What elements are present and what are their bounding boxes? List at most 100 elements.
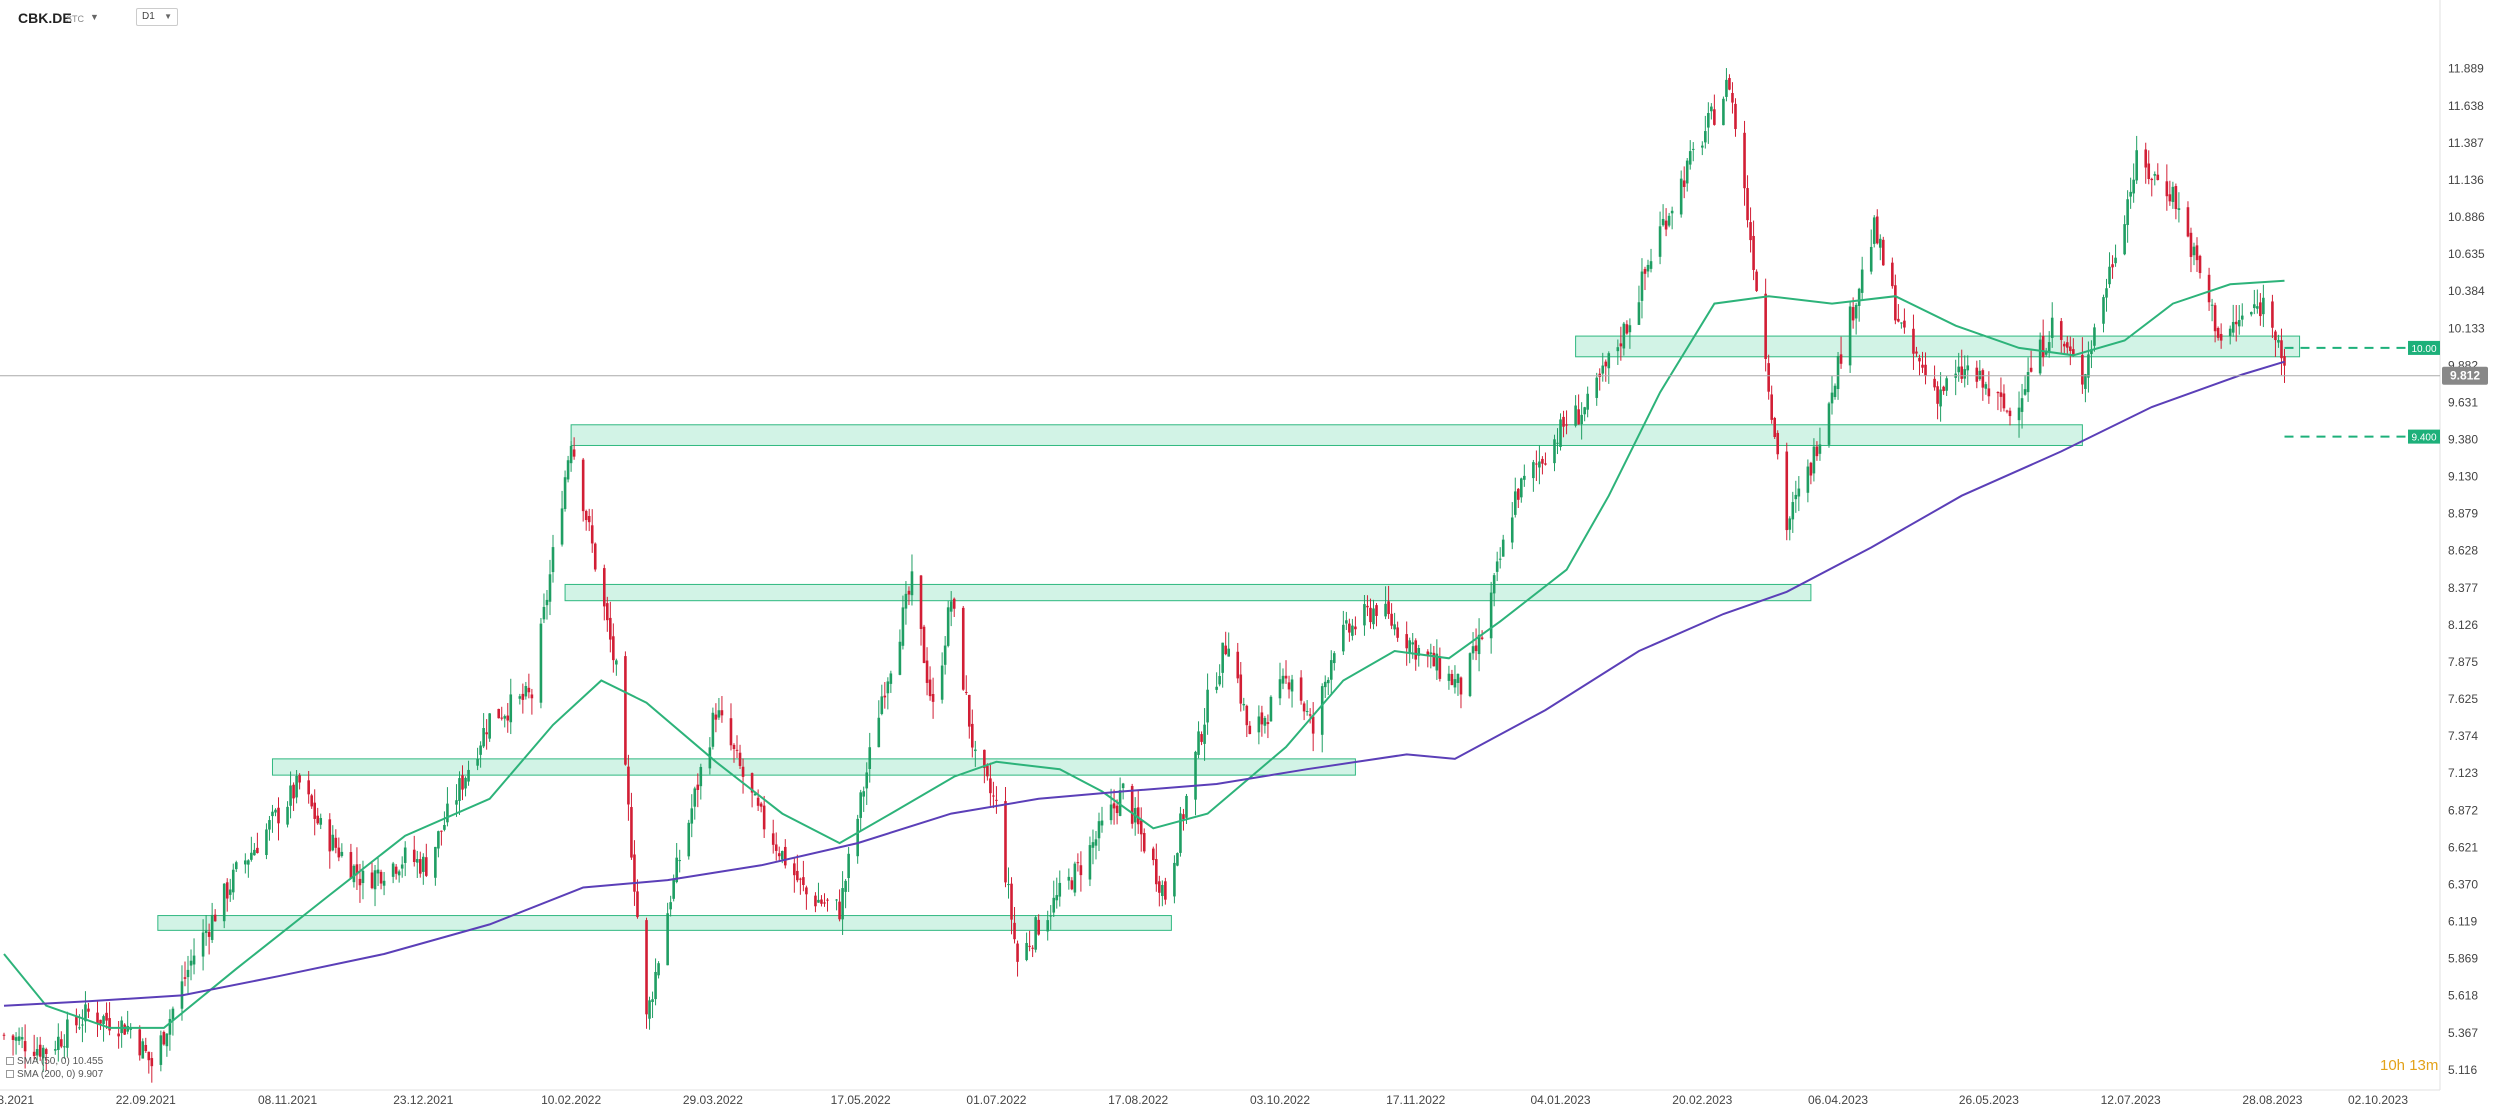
candle-body [141,1041,145,1059]
y-tick-label: 5.618 [2448,989,2478,1003]
timeframe-select[interactable]: D1 ▼ [136,8,178,26]
candle-body [397,871,401,876]
candle-body [844,880,847,892]
x-tick-label: 23.12.2021 [393,1093,453,1107]
candle-body [250,852,253,860]
candle-body [1601,365,1605,374]
candle-body [539,623,543,703]
candle-body [295,775,298,798]
candle-body [1881,239,1885,266]
candle-body [1848,306,1852,366]
candle-body [1004,801,1007,883]
candle-body [328,819,332,852]
candle-body [506,715,510,721]
candle-body [1963,369,1967,379]
candle-body [358,878,362,886]
candle-body [609,617,612,640]
candle-body [1372,608,1375,625]
candle-body [234,862,238,870]
candle-body [479,745,482,755]
candle-body [1236,651,1240,679]
candle-body [1918,357,1921,362]
candle-body [159,1035,163,1065]
candle-body [1903,320,1906,328]
candle-body [780,851,784,860]
candle-body [524,686,528,697]
candle-body [1872,217,1876,244]
candle-body [394,866,398,874]
candle-body [162,1031,166,1045]
candle-body [802,877,805,886]
candle-body [1115,805,1119,814]
candle-body [1164,881,1167,900]
candle-body [2102,297,2105,324]
candle-body [1891,262,1894,287]
candle-body [696,784,700,790]
candle-body [222,883,226,922]
candle-body [1746,188,1749,221]
candle-body [654,971,657,1000]
candle-body [1263,717,1267,726]
candle-body [2271,301,2274,328]
chevron-down-icon: ▼ [164,12,172,21]
candle-body [1299,677,1303,701]
candle-body [1031,947,1034,949]
candle-body [99,1019,102,1024]
candle-body [352,865,356,883]
candle-body [2177,208,2181,210]
candle-body [1016,943,1019,962]
candle-body [2210,304,2214,306]
candle-body [1239,674,1243,704]
candle-body [1079,865,1083,876]
candle-body [1553,439,1556,464]
candle-body [1028,945,1031,947]
candle-body [1366,605,1369,608]
candle-body [805,887,808,895]
candle-body [376,869,380,874]
candle-body [687,822,691,857]
legend-toggle-icon[interactable] [6,1070,14,1079]
candle-body [1438,656,1442,679]
y-tick-label: 10.384 [2448,284,2485,298]
candle-body [1520,478,1523,498]
candle-body [1369,607,1372,623]
legend-item-sma50[interactable]: SMA (50, 0) 10.455 [6,1056,103,1067]
candle-body [593,543,597,570]
candle-body [2207,274,2211,303]
candle-body [1173,862,1176,897]
candle-body [587,516,591,523]
candle-body [23,1041,27,1052]
candle-body [1580,414,1583,425]
symbol-dropdown-icon[interactable]: ▼ [90,12,99,22]
candle-body [1734,103,1737,130]
candle-body [171,1008,175,1020]
candle-body [41,1047,45,1059]
candle-body [1480,637,1484,639]
support-zone [271,758,1356,776]
candle-body [1924,364,1927,376]
candle-body [931,694,935,702]
symbol-label[interactable]: CBK.DE [18,10,72,26]
candle-body [129,1028,132,1030]
candle-body [1290,679,1294,692]
candle-body [53,1049,57,1051]
candle-body [440,830,443,832]
candle-body [355,864,359,875]
candle-body [425,857,428,876]
candle-body [38,1044,42,1057]
candle-body [87,1008,90,1012]
candle-body [967,694,971,727]
candle-body [2,1034,6,1036]
candle-body [1052,897,1056,913]
candle-body [120,1020,123,1034]
legend-item-sma200[interactable]: SMA (200, 0) 9.907 [6,1069,103,1080]
candle-body [1839,354,1843,364]
legend-toggle-icon[interactable] [6,1057,14,1066]
candle-body [500,717,504,719]
candle-body [1384,603,1387,617]
candle-body [2174,186,2178,209]
candle-body [1076,862,1080,864]
candle-body [488,713,491,739]
candle-body [1869,246,1873,272]
